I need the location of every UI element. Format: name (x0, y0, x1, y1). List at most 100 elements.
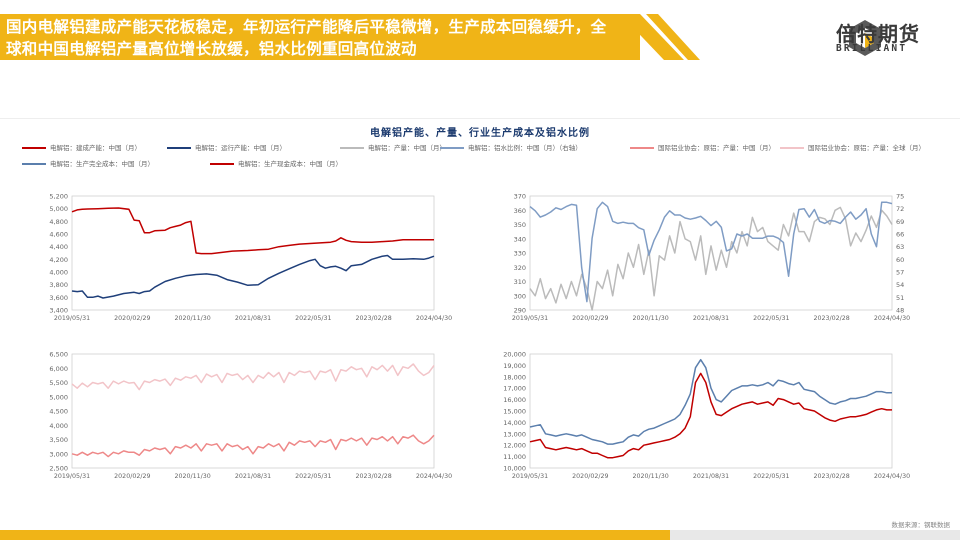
chart-panel-capacity: 3,400 3,600 3,800 4,000 4,200 4,400 4,600 4,800… (49, 193, 452, 323)
x-tick-label: 2023/02/28 (356, 315, 392, 322)
legend-item: 电解铝：运行产能：中国（月） (167, 142, 286, 152)
y2-tick-label: 66 (896, 231, 904, 239)
divider (0, 118, 960, 119)
y-tick-label: 4,200 (49, 256, 68, 264)
legend-item: 电解铝：生产完全成本：中国（月） (22, 158, 154, 168)
y-tick-label: 4,400 (49, 243, 68, 251)
y2-tick-label: 63 (896, 243, 904, 251)
y-tick-label: 5,200 (49, 193, 68, 201)
legend-label: 国际铝业协会：原铝：产量：中国（月） (658, 144, 775, 152)
series-line (529, 201, 893, 303)
y2-tick-label: 48 (896, 307, 904, 315)
legend-swatch (780, 147, 804, 149)
y-tick-label: 5,500 (49, 379, 68, 387)
legend-swatch (167, 147, 191, 149)
y-tick-label: 4,800 (49, 218, 68, 226)
x-tick-label: 2022/05/31 (753, 315, 789, 322)
x-tick-label: 2020/02/29 (114, 473, 150, 480)
legend-label: 电解铝：产量：中国（月） (368, 144, 446, 152)
x-tick-label: 2024/04/30 (874, 315, 910, 322)
y2-tick-label: 51 (896, 294, 904, 302)
series-line (71, 363, 435, 391)
plot-frame (529, 195, 893, 311)
legend-swatch (22, 163, 46, 165)
logo-name-en: BRILLIANT (836, 43, 908, 54)
x-tick-label: 2020/11/30 (175, 315, 211, 322)
x-tick-label: 2019/05/31 (54, 473, 90, 480)
x-tick-label: 2023/02/28 (814, 315, 850, 322)
data-source: 数据来源：钢联数据 (891, 521, 951, 529)
plot-frame (71, 353, 435, 469)
x-tick-label: 2021/08/31 (693, 315, 729, 322)
banner-stripes (620, 14, 700, 60)
plot-frame (71, 195, 435, 311)
legend-item: 电解铝：建成产能：中国（月） (22, 142, 141, 152)
x-tick-label: 2020/02/29 (114, 315, 150, 322)
y-tick-label: 3,800 (49, 281, 68, 289)
x-tick-label: 2023/02/28 (356, 473, 392, 480)
series-line (71, 207, 434, 255)
y-tick-label: 4,000 (49, 422, 68, 430)
y-tick-label: 17,000 (503, 385, 526, 393)
legend-label: 电解铝：运行产能：中国（月） (195, 144, 286, 152)
y-tick-label: 11,000 (503, 453, 526, 461)
y-tick-label: 20,000 (503, 351, 526, 359)
y-tick-label: 16,000 (503, 396, 526, 404)
series-line (71, 254, 435, 299)
y-tick-label: 4,000 (49, 269, 68, 277)
y-tick-label: 370 (514, 193, 526, 201)
x-tick-label: 2020/11/30 (633, 315, 669, 322)
y-tick-label: 19,000 (503, 362, 526, 370)
y2-tick-label: 54 (896, 281, 904, 289)
x-tick-label: 2019/05/31 (54, 315, 90, 322)
y-tick-label: 6,000 (49, 365, 68, 373)
legend-swatch (210, 163, 234, 165)
x-tick-label: 2022/05/31 (295, 473, 331, 480)
y2-tick-label: 57 (896, 269, 904, 277)
y-tick-label: 10,000 (503, 465, 526, 473)
y-tick-label: 360 (514, 207, 526, 215)
x-tick-label: 2020/11/30 (175, 473, 211, 480)
y-tick-label: 290 (514, 307, 526, 315)
y-tick-label: 3,600 (49, 294, 68, 302)
legend-item: 电解铝：铝水比例：中国（月）（右轴） (440, 142, 582, 152)
series-line (71, 434, 435, 458)
y-tick-label: 310 (514, 278, 526, 286)
y-tick-label: 6,500 (49, 351, 68, 359)
legend-swatch (630, 147, 654, 149)
legend-item: 国际铝业协会：原铝：产量：中国（月） (630, 142, 775, 152)
x-tick-label: 2019/05/31 (512, 315, 548, 322)
legend-label: 电解铝：建成产能：中国（月） (50, 144, 141, 152)
y-tick-label: 3,500 (49, 436, 68, 444)
chart-panel-cost: 10,000 11,000 12,000 13,000 14,000 15,000 16,0… (503, 351, 910, 481)
y-tick-label: 5,000 (49, 205, 68, 213)
legend-swatch (440, 147, 464, 149)
y-tick-label: 13,000 (503, 430, 526, 438)
x-tick-label: 2021/08/31 (693, 473, 729, 480)
y-tick-label: 12,000 (503, 442, 526, 450)
y-tick-label: 2,500 (49, 465, 68, 473)
x-tick-label: 2023/02/28 (814, 473, 850, 480)
series-line (529, 206, 893, 311)
y-tick-label: 4,500 (49, 408, 68, 416)
chart-panel-iai-production: 2,500 3,000 3,500 4,000 4,500 5,000 5,500 6,000… (49, 351, 452, 481)
legend-swatch (340, 147, 364, 149)
x-tick-label: 2020/02/29 (572, 473, 608, 480)
chart-title: 电解铝产能、产量、行业生产成本及铝水比例 (370, 128, 590, 139)
title-banner (0, 14, 640, 60)
y-tick-label: 5,000 (49, 393, 68, 401)
y-tick-label: 14,000 (503, 419, 526, 427)
y2-tick-label: 69 (896, 218, 904, 226)
y-tick-label: 15,000 (503, 408, 526, 416)
y2-tick-label: 75 (896, 193, 904, 201)
page-title: 国内电解铝建成产能天花板稳定，年初运行产能降后平稳微增，生产成本回稳缓升，全球和… (6, 18, 607, 58)
x-tick-label: 2022/05/31 (295, 315, 331, 322)
x-tick-label: 2019/05/31 (512, 473, 548, 480)
brilliant-logo-icon (849, 20, 881, 56)
y-tick-label: 320 (514, 264, 526, 272)
legend-label: 电解铝：生产完全成本：中国（月） (50, 160, 154, 168)
y-tick-label: 330 (514, 250, 526, 258)
x-tick-label: 2021/08/31 (235, 315, 271, 322)
legend-item: 国际铝业协会：原铝：产量：全球（月） (780, 142, 925, 152)
series-line (529, 358, 892, 445)
